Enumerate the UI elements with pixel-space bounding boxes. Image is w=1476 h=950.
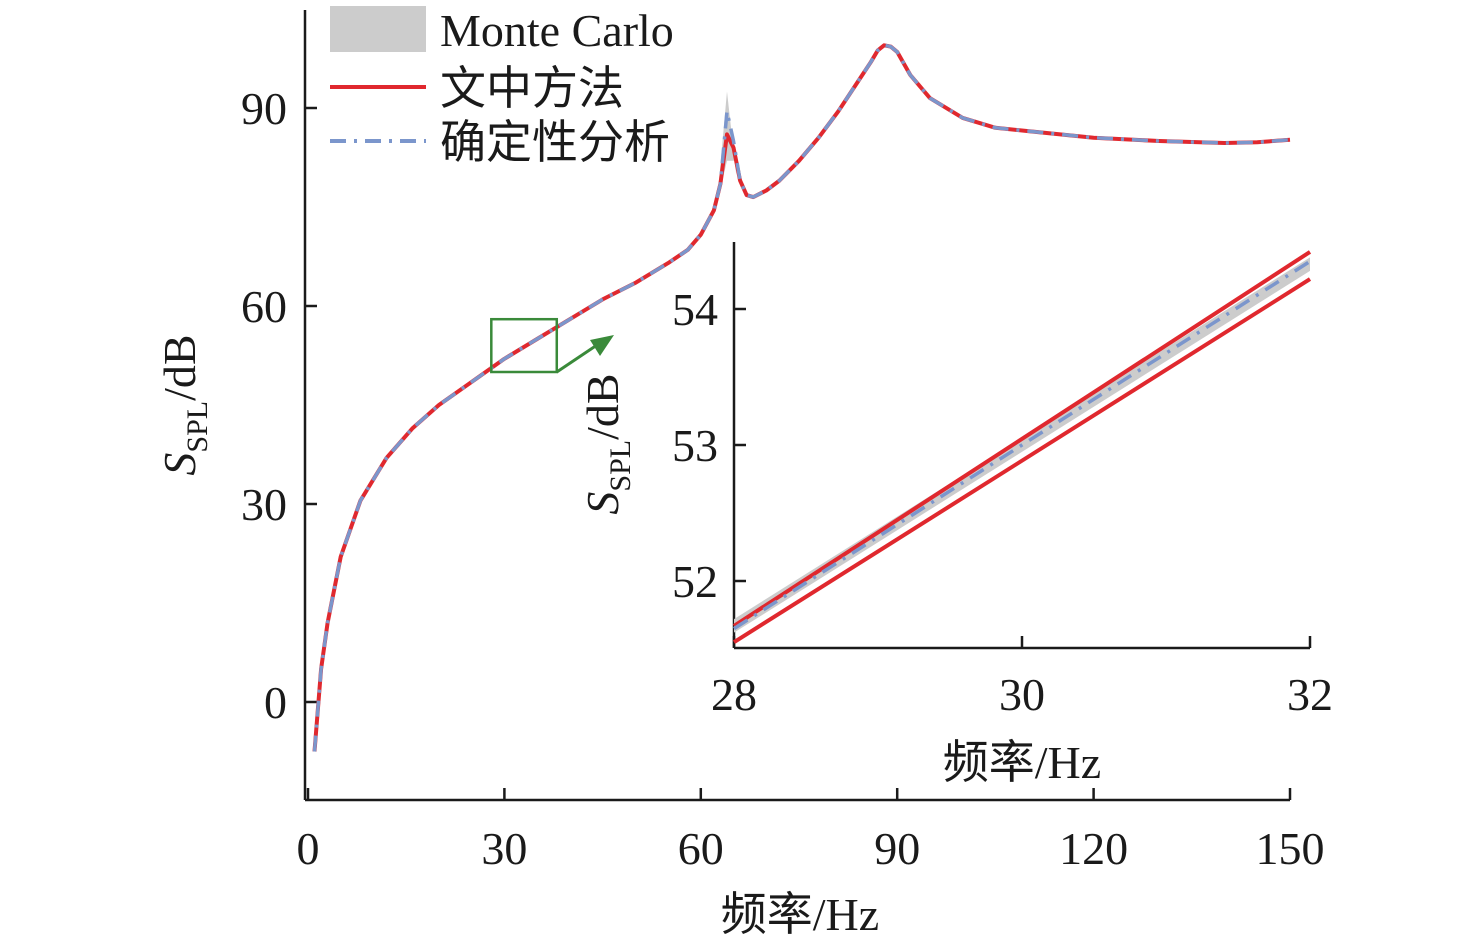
main-x-tick-label: 120: [1059, 823, 1128, 874]
inset-x-tick-label: 30: [999, 669, 1045, 720]
inset-y-tick-label: 54: [672, 284, 718, 335]
inset-x-axis-label: 频率/Hz: [943, 737, 1101, 788]
inset-y-axis-label: SSPL/dB: [577, 373, 637, 514]
series-deterministic-line: [312, 43, 1291, 752]
main-x-tick-label: 0: [297, 823, 320, 874]
main-y-label-symbol: S: [154, 453, 205, 476]
inset-y-label-symbol: S: [577, 492, 628, 515]
svg-text:SSPL/dB: SSPL/dB: [154, 334, 214, 475]
inset-plot: 28 30 32 52 53 54 频率/Hz SSPL/dB: [577, 242, 1333, 788]
main-y-tick-label: 90: [241, 83, 287, 134]
zoom-box: [490, 317, 559, 374]
main-x-tick-label: 60: [678, 823, 724, 874]
inset-y-label-unit: /dB: [577, 373, 628, 439]
main-y-label-unit: /dB: [154, 334, 205, 400]
main-lines: [312, 43, 1291, 752]
legend-label-deterministic: 确定性分析: [440, 117, 670, 168]
inset-lines: [732, 250, 1312, 644]
inset-y-tick-label: 52: [672, 556, 718, 607]
inset-ticks: 28 30 32 52 53 54: [672, 284, 1333, 720]
zoom-arrow-shaft: [555, 341, 601, 374]
main-axes: [303, 10, 1290, 802]
zoom-indicator: [490, 317, 614, 374]
inset-method-line: [732, 250, 1312, 628]
main-x-tick-label: 150: [1256, 823, 1325, 874]
legend: Monte Carlo 文中方法 确定性分析: [330, 5, 674, 168]
main-y-tick-label: 30: [241, 479, 287, 530]
inset-y-tick-label: 53: [672, 420, 718, 471]
zoom-arrow-head: [590, 335, 614, 356]
main-x-axis-label: 频率/Hz: [721, 889, 879, 940]
inset-x-tick-label: 32: [1287, 669, 1333, 720]
inset-deterministic-line: [733, 259, 1311, 631]
inset-method-line: [732, 277, 1312, 644]
main-x-tick-label: 90: [874, 823, 920, 874]
main-y-tick-label: 60: [241, 281, 287, 332]
main-y-label-subscript: SPL: [181, 401, 214, 453]
legend-label-monte-carlo: Monte Carlo: [440, 5, 674, 56]
main-y-axis-label: SSPL/dB: [154, 334, 214, 475]
main-ticks: 0 30 60 90 120 150 0 30 60 90: [241, 83, 1325, 874]
legend-label-method: 文中方法: [440, 63, 624, 114]
legend-swatch-monte-carlo: [330, 6, 426, 52]
main-y-tick-label: 0: [264, 677, 287, 728]
inset-x-tick-label: 28: [711, 669, 757, 720]
svg-text:SSPL/dB: SSPL/dB: [577, 373, 637, 514]
main-x-tick-label: 30: [481, 823, 527, 874]
inset-y-label-subscript: SPL: [604, 440, 637, 492]
